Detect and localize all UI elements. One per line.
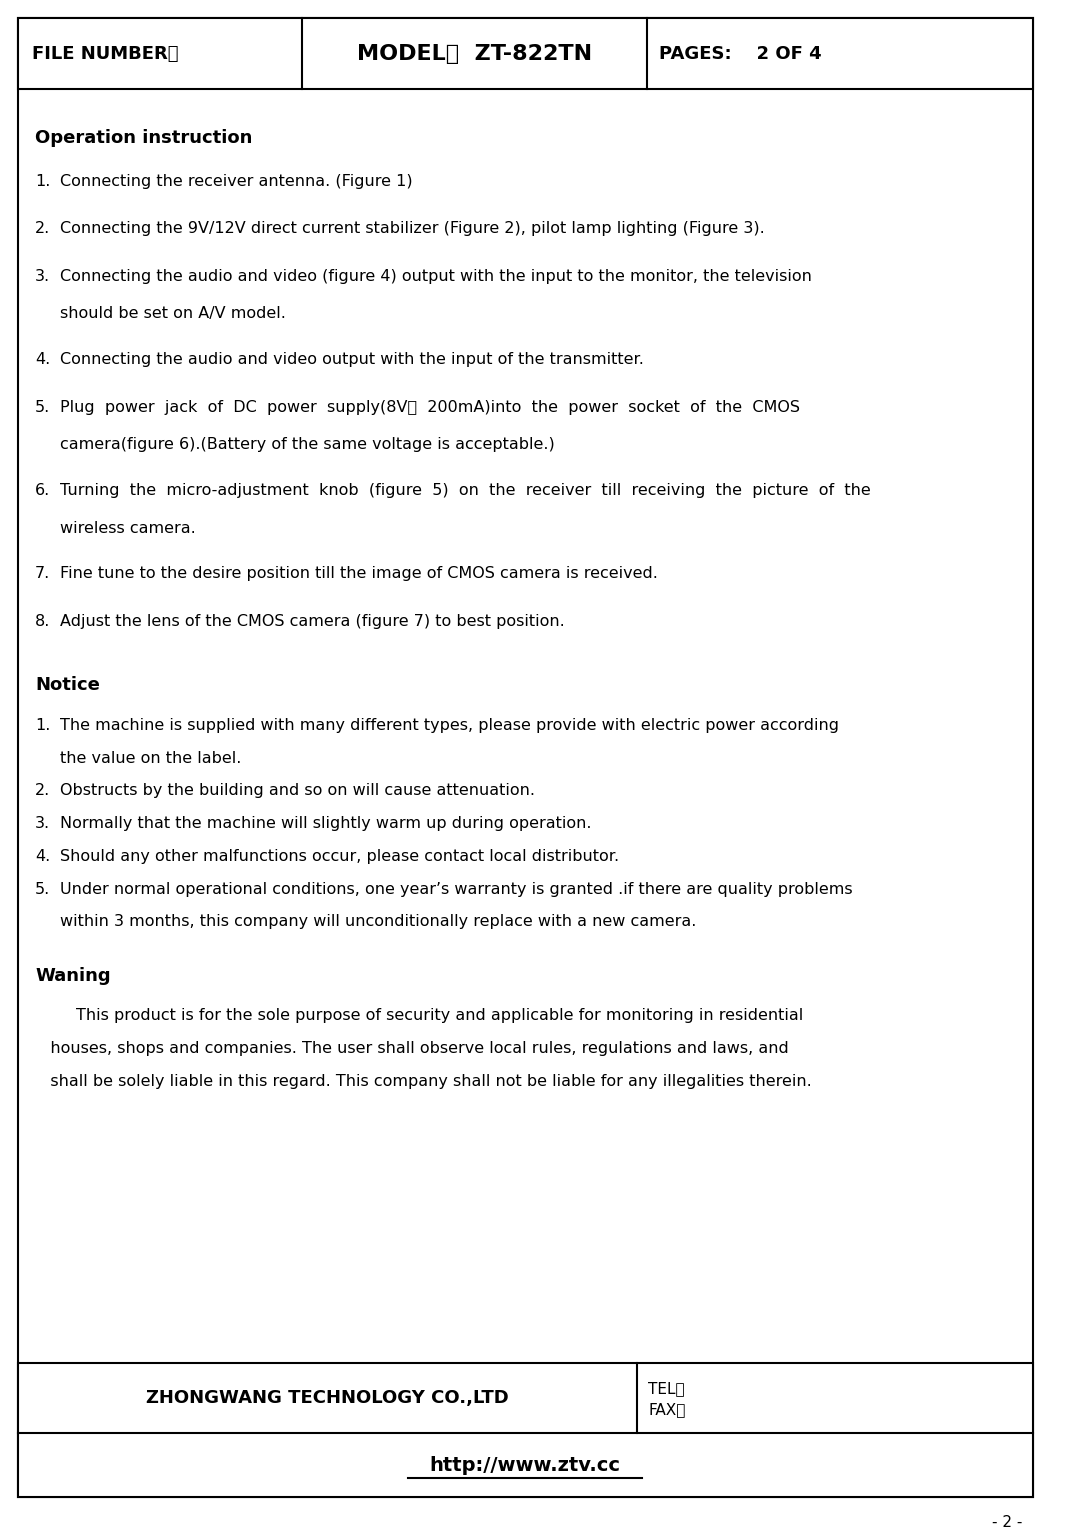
- Text: Plug  power  jack  of  DC  power  supply(8V，  200mA)into  the  power  socket  of: Plug power jack of DC power supply(8V， 2…: [59, 400, 800, 414]
- Text: Adjust the lens of the CMOS camera (figure 7) to best position.: Adjust the lens of the CMOS camera (figu…: [59, 614, 564, 630]
- Text: Fine tune to the desire position till the image of CMOS camera is received.: Fine tune to the desire position till th…: [59, 567, 658, 581]
- Text: Connecting the audio and video (figure 4) output with the input to the monitor, : Connecting the audio and video (figure 4…: [59, 269, 812, 284]
- Text: Waning: Waning: [35, 967, 111, 984]
- Text: Normally that the machine will slightly warm up during operation.: Normally that the machine will slightly …: [59, 816, 591, 831]
- Text: 2.: 2.: [35, 222, 51, 237]
- Text: Connecting the receiver antenna. (Figure 1): Connecting the receiver antenna. (Figure…: [59, 174, 412, 188]
- Text: 6.: 6.: [35, 483, 51, 498]
- Text: Notice: Notice: [35, 677, 100, 694]
- Text: should be set on A/V model.: should be set on A/V model.: [59, 307, 286, 321]
- Text: 7.: 7.: [35, 567, 51, 581]
- Text: 4.: 4.: [35, 351, 51, 367]
- Text: Connecting the 9V/12V direct current stabilizer (Figure 2), pilot lamp lighting : Connecting the 9V/12V direct current sta…: [59, 222, 764, 237]
- Text: 5.: 5.: [35, 400, 51, 414]
- Text: 4.: 4.: [35, 848, 51, 863]
- Text: Should any other malfunctions occur, please contact local distributor.: Should any other malfunctions occur, ple…: [59, 848, 619, 863]
- Text: The machine is supplied with many different types, please provide with electric : The machine is supplied with many differ…: [59, 718, 838, 733]
- Text: ZHONGWANG TECHNOLOGY CO.,LTD: ZHONGWANG TECHNOLOGY CO.,LTD: [146, 1389, 508, 1407]
- Text: MODEL：  ZT-822TN: MODEL： ZT-822TN: [357, 43, 592, 64]
- Text: 8.: 8.: [35, 614, 51, 630]
- Text: houses, shops and companies. The user shall observe local rules, regulations and: houses, shops and companies. The user sh…: [35, 1041, 789, 1056]
- Text: Connecting the audio and video output with the input of the transmitter.: Connecting the audio and video output wi…: [59, 351, 644, 367]
- Text: 1.: 1.: [35, 718, 51, 733]
- Text: 5.: 5.: [35, 882, 51, 897]
- Text: 2.: 2.: [35, 784, 51, 798]
- Text: Turning  the  micro-adjustment  knob  (figure  5)  on  the  receiver  till  rece: Turning the micro-adjustment knob (figur…: [59, 483, 871, 498]
- Text: camera(figure 6).(Battery of the same voltage is acceptable.): camera(figure 6).(Battery of the same vo…: [59, 437, 555, 452]
- Text: TEL：: TEL：: [648, 1381, 685, 1395]
- Text: http://www.ztv.cc: http://www.ztv.cc: [430, 1456, 620, 1475]
- Bar: [17, 1363, 1032, 1497]
- Text: FILE NUMBER：: FILE NUMBER：: [32, 44, 178, 63]
- Text: 3.: 3.: [35, 816, 51, 831]
- Text: FAX：: FAX：: [648, 1403, 686, 1418]
- Text: This product is for the sole purpose of security and applicable for monitoring i: This product is for the sole purpose of …: [35, 1008, 803, 1024]
- Text: - 2 -: - 2 -: [992, 1514, 1022, 1528]
- Text: 1.: 1.: [35, 174, 51, 188]
- Text: the value on the label.: the value on the label.: [59, 750, 241, 766]
- Text: shall be solely liable in this regard. This company shall not be liable for any : shall be solely liable in this regard. T…: [35, 1074, 812, 1089]
- Bar: [17, 18, 1032, 89]
- Text: Under normal operational conditions, one year’s warranty is granted .if there ar: Under normal operational conditions, one…: [59, 882, 852, 897]
- Text: within 3 months, this company will unconditionally replace with a new camera.: within 3 months, this company will uncon…: [59, 914, 696, 929]
- Text: Operation instruction: Operation instruction: [35, 128, 253, 147]
- Text: Obstructs by the building and so on will cause attenuation.: Obstructs by the building and so on will…: [59, 784, 534, 798]
- Text: PAGES:    2 OF 4: PAGES: 2 OF 4: [659, 44, 821, 63]
- Text: wireless camera.: wireless camera.: [59, 521, 196, 536]
- Text: 3.: 3.: [35, 269, 51, 284]
